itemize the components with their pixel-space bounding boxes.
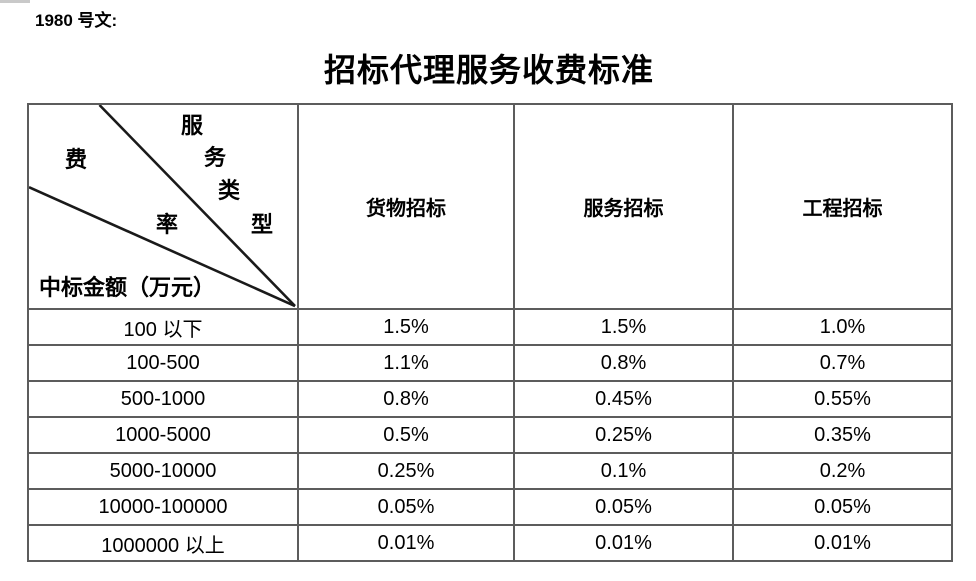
fee-value: 0.01%: [297, 524, 515, 562]
row-label: 100-500: [27, 344, 299, 382]
fee-value: 0.45%: [513, 380, 734, 418]
doc-number: 1980 号文:: [35, 11, 118, 30]
fee-value: 0.25%: [513, 416, 734, 454]
fee-value: 0.05%: [513, 488, 734, 526]
table-row: 1000-5000 0.5% 0.25% 0.35%: [27, 416, 953, 454]
fee-value: 0.01%: [513, 524, 734, 562]
fee-value: 1.1%: [297, 344, 515, 382]
table-row: 10000-100000 0.05% 0.05% 0.05%: [27, 488, 953, 526]
column-header-engineering: 工程招标: [732, 103, 953, 310]
page-title: 招标代理服务收费标准: [323, 52, 654, 88]
fee-value: 0.25%: [297, 452, 515, 490]
row-label: 1000-5000: [27, 416, 299, 454]
column-header-service: 服务招标: [513, 103, 734, 310]
screenshot-edge-artifact: [0, 0, 30, 3]
fee-value: 0.8%: [513, 344, 734, 382]
fee-value: 1.5%: [513, 308, 734, 346]
row-label: 500-1000: [27, 380, 299, 418]
fee-standard-table: 服 务 类 型 费 率 中标金额（万元） 货物招标 服务招标 工程招标 100 …: [27, 103, 953, 562]
fee-value: 0.8%: [297, 380, 515, 418]
table-row: 500-1000 0.8% 0.45% 0.55%: [27, 380, 953, 418]
corner-label-rate-char: 费: [65, 147, 88, 172]
corner-label-service-char: 类: [218, 178, 241, 203]
corner-label-rate-char: 率: [156, 212, 179, 237]
corner-label-service-char: 服: [181, 113, 204, 138]
fee-value: 0.35%: [732, 416, 953, 454]
corner-amount-label: 中标金额（万元）: [39, 275, 216, 300]
table-row: 5000-10000 0.25% 0.1% 0.2%: [27, 452, 953, 490]
row-label: 10000-100000: [27, 488, 299, 526]
diagonal-corner-cell: 服 务 类 型 费 率 中标金额（万元）: [27, 103, 299, 310]
column-header-goods: 货物招标: [297, 103, 515, 310]
fee-value: 1.0%: [732, 308, 953, 346]
row-label: 5000-10000: [27, 452, 299, 490]
table-row: 100-500 1.1% 0.8% 0.7%: [27, 344, 953, 382]
fee-value: 0.05%: [732, 488, 953, 526]
fee-value: 0.1%: [513, 452, 734, 490]
corner-label-service-char: 务: [204, 145, 227, 170]
diagonal-divider-lines: [30, 106, 296, 307]
table-header-row: 服 务 类 型 费 率 中标金额（万元） 货物招标 服务招标 工程招标: [27, 103, 953, 310]
corner-label-service-char: 型: [251, 212, 274, 237]
fee-value: 0.01%: [732, 524, 953, 562]
fee-value: 0.7%: [732, 344, 953, 382]
fee-value: 0.2%: [732, 452, 953, 490]
fee-value: 1.5%: [297, 308, 515, 346]
row-label: 100 以下: [27, 308, 299, 346]
row-label: 1000000 以上: [27, 524, 299, 562]
table-row: 100 以下 1.5% 1.5% 1.0%: [27, 308, 953, 346]
fee-value: 0.5%: [297, 416, 515, 454]
table-row: 1000000 以上 0.01% 0.01% 0.01%: [27, 524, 953, 562]
fee-value: 0.05%: [297, 488, 515, 526]
fee-value: 0.55%: [732, 380, 953, 418]
